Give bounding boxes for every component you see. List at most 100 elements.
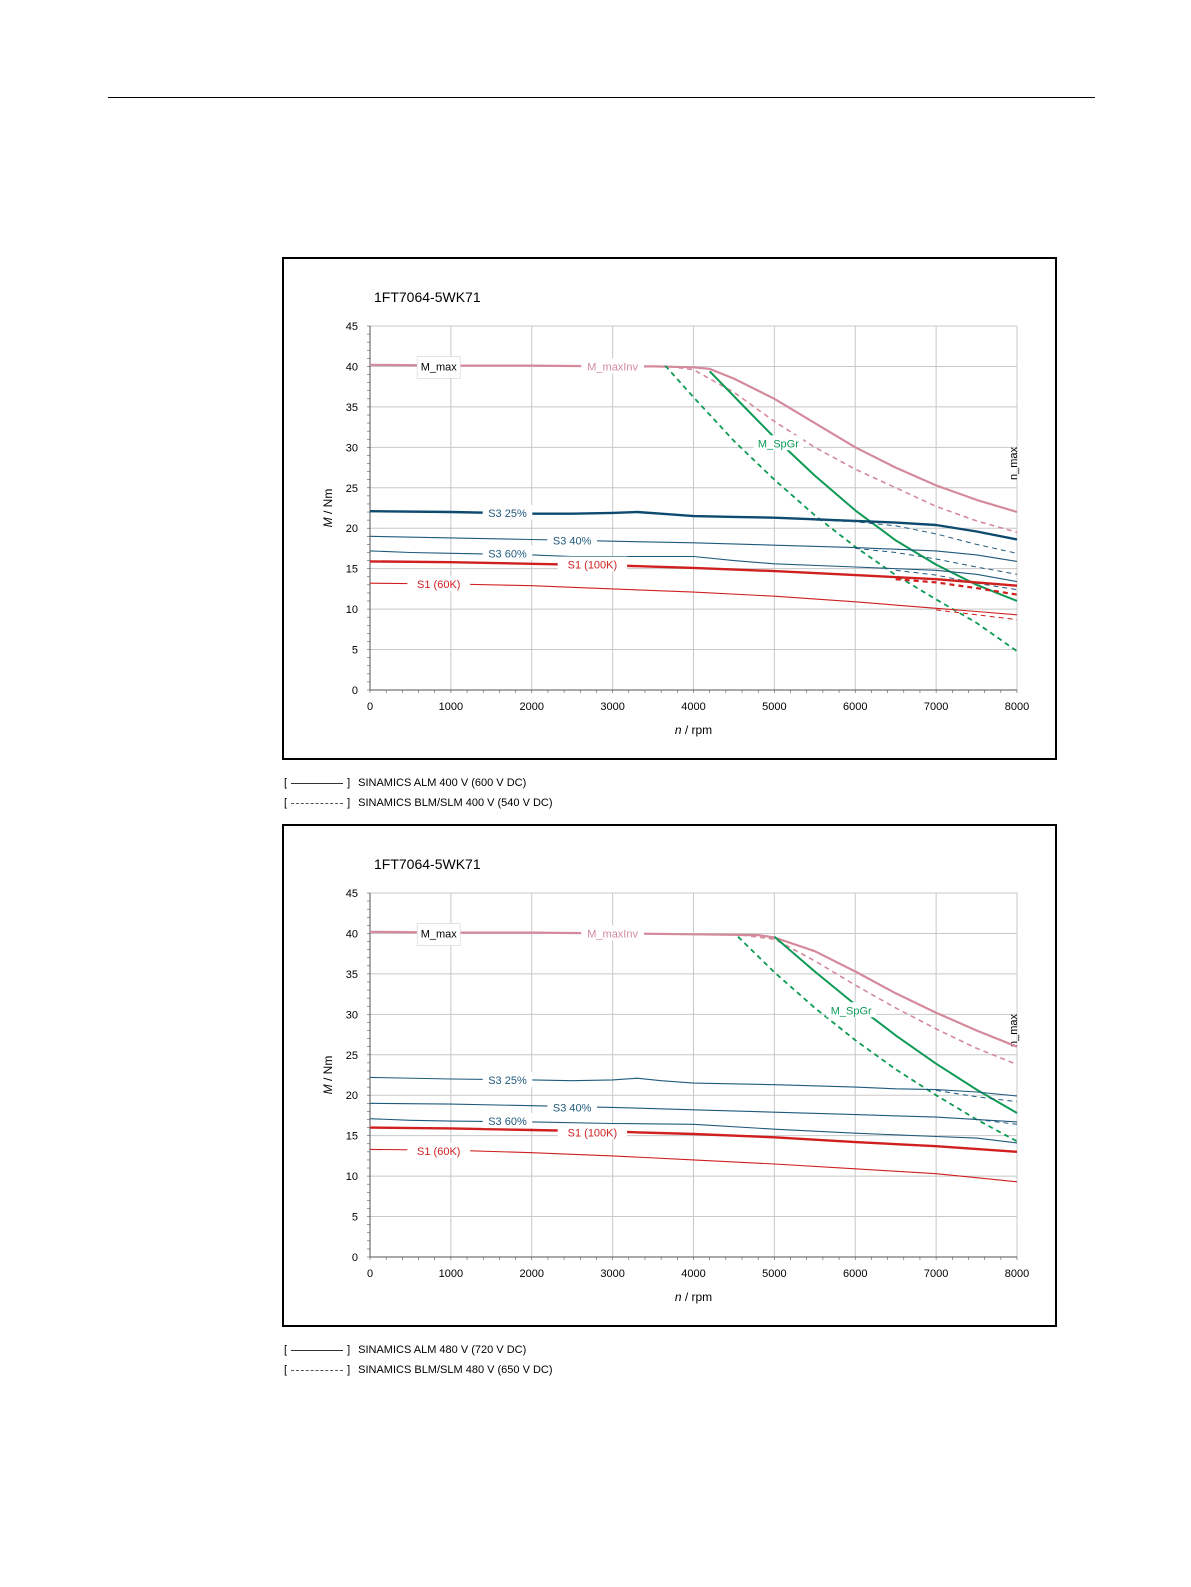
torque-speed-chart-400v: 1FT7064-5WK71 0 5 10 15 20 25 30 35 40 45 0 1000 2000… (282, 257, 1057, 760)
x-tick-label: 6000 (843, 701, 867, 713)
curve-label: S1 (60K) (417, 1146, 460, 1158)
legend-solid-line-swatch (291, 782, 344, 784)
y-tick-label: 20 (346, 523, 358, 535)
x-tick-label: 3000 (600, 701, 624, 713)
y-tick-label: 0 (352, 685, 358, 697)
curve-label: M_max (421, 928, 458, 940)
y-tick-label: 15 (346, 1131, 358, 1143)
s1-60k-series-line (369, 582, 1018, 616)
legend-dashed-line-swatch (291, 802, 344, 804)
legend-row-alm: [ ] SINAMICS ALM 480 V (720 V DC) (284, 1340, 553, 1360)
y-tick-label: 0 (352, 1252, 358, 1264)
y-tick-label: 45 (346, 321, 358, 333)
legend-dashed-line-swatch (291, 1369, 344, 1371)
legend-bracket-open: [ (284, 797, 288, 809)
x-tick-label: 7000 (924, 701, 948, 713)
curve-label-bg (482, 545, 533, 561)
curve-label-group: S3 40% (547, 532, 597, 548)
curve-label-bg (557, 556, 628, 572)
legend-label-alm: SINAMICS ALM 480 V (720 V DC) (358, 1344, 527, 1356)
curve-label: S3 40% (553, 1102, 592, 1114)
s1-100k-series-line (369, 560, 1018, 587)
y-tick-label: 45 (346, 888, 358, 900)
curve-label: S1 (100K) (568, 560, 618, 572)
x-tick-label: 5000 (762, 701, 786, 713)
x-tick-label: 4000 (681, 701, 705, 713)
s3-40-series-line (369, 535, 1018, 562)
blm-dashed-series-line (976, 1119, 1018, 1125)
y-tick-label: 10 (346, 604, 358, 616)
blm-dashed-series-line (936, 1089, 1018, 1103)
curve-label-group: S1 (100K) (557, 1124, 628, 1140)
y-tick-label: 20 (346, 1090, 358, 1102)
curve-label-box (416, 923, 461, 946)
y-tick-label: 25 (346, 483, 358, 495)
s1-60k-series-line (369, 1148, 1018, 1183)
x-tick-label: 2000 (520, 1268, 544, 1280)
curve-label: M_SpGr (831, 1005, 872, 1017)
curve-label-bg (407, 576, 471, 592)
legend-row-blm: [ ] SINAMICS BLM/SLM 480 V (650 V DC) (284, 1360, 553, 1380)
curve-label: S1 (60K) (417, 579, 460, 591)
s3-60-series-line (369, 1118, 1018, 1144)
curve-label-group: S3 25% (482, 504, 533, 520)
curve-label-group: S1 (60K) (407, 1143, 471, 1159)
x-axis-label: n / rpm (675, 1290, 712, 1304)
chart-svg: 1FT7064-5WK71 0 5 10 15 20 25 30 35 40 45 0 1000 2000… (321, 289, 1029, 737)
m-spgr-series-line (773, 935, 1018, 1114)
y-tick-label: 40 (346, 928, 358, 940)
curve-label-bg (547, 1099, 597, 1115)
curve-label: M_max (421, 361, 458, 373)
x-tick-label: 2000 (520, 701, 544, 713)
curve-label-bg (753, 435, 804, 451)
curve-label-group: M_maxInv (581, 358, 645, 374)
legend-bracket-close: ] (347, 1364, 351, 1376)
curve-label: S3 25% (488, 1075, 527, 1087)
curve-label-bg (581, 925, 645, 941)
curve-label: M_maxInv (587, 361, 638, 373)
curve-label-group: S3 40% (547, 1099, 597, 1115)
page-top-rule (108, 97, 1095, 98)
n-max-label: n_max (1008, 447, 1020, 481)
legend-bracket-close: ] (347, 777, 351, 789)
legend-label-blm: SINAMICS BLM/SLM 400 V (540 V DC) (358, 797, 553, 809)
curve-label-group: S3 60% (482, 545, 533, 561)
curve-label: S3 40% (553, 535, 592, 547)
blm-dashed-series-line (814, 519, 1018, 554)
blm-dashed-series-line (741, 934, 1018, 1066)
curve-label: M_maxInv (587, 928, 638, 940)
curve-label: M_SpGr (758, 438, 799, 450)
curve-label-box (416, 356, 461, 379)
y-tick-label: 30 (346, 442, 358, 454)
s1-100k-series-line (369, 1126, 1018, 1153)
curve-label-group: M_max (416, 923, 461, 946)
legend-bracket-open: [ (284, 777, 288, 789)
x-tick-label: 8000 (1005, 701, 1029, 713)
x-tick-label: 5000 (762, 1268, 786, 1280)
s3-25-series-line (369, 510, 1018, 541)
legend-bracket-close: ] (347, 797, 351, 809)
x-tick-label: 7000 (924, 1268, 948, 1280)
x-tick-label: 6000 (843, 1268, 867, 1280)
y-tick-label: 30 (346, 1009, 358, 1021)
curve-label-bg (826, 1002, 877, 1018)
curve-label-bg (557, 1124, 628, 1140)
curve-label-bg (407, 1143, 471, 1159)
curve-label-group: M_max (416, 356, 461, 379)
x-tick-label: 0 (367, 701, 373, 713)
curve-label-bg (547, 532, 597, 548)
y-tick-label: 15 (346, 564, 358, 576)
y-tick-label: 35 (346, 969, 358, 981)
y-axis-label: M / Nm (321, 1056, 335, 1095)
y-tick-label: 25 (346, 1050, 358, 1062)
curve-label-group: M_maxInv (581, 925, 645, 941)
curve-label: S3 60% (488, 1116, 527, 1128)
y-tick-label: 5 (352, 645, 358, 657)
s3-40-series-line (369, 1102, 1018, 1123)
n-max-label: n_max (1008, 1014, 1020, 1048)
chart-svg: 1FT7064-5WK71 0 5 10 15 20 25 30 35 40 45 0 1000 2000… (321, 856, 1029, 1304)
curve-label-bg (482, 1113, 533, 1129)
curve-label-group: M_SpGr (753, 435, 804, 451)
legend-label-alm: SINAMICS ALM 400 V (600 V DC) (358, 777, 527, 789)
x-tick-label: 1000 (439, 701, 463, 713)
